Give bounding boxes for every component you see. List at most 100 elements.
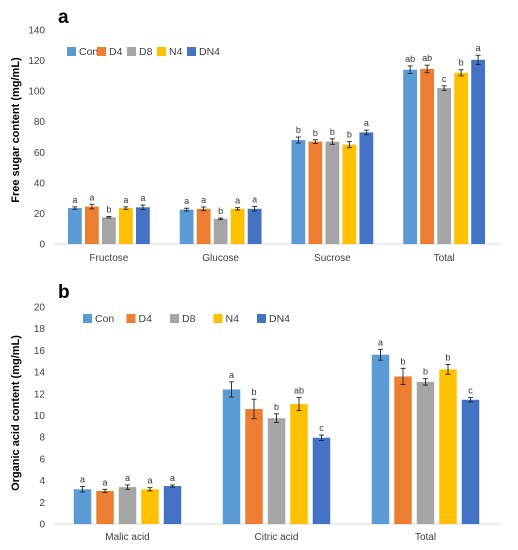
panel-a-significance-letter: ab: [405, 54, 415, 64]
panel-a-bar-dn4-sucrose: [359, 132, 374, 244]
panel-b-y-tick-label: 18: [34, 324, 46, 335]
panel-a-y-tick-label: 40: [34, 178, 46, 189]
panel-a-bar-dn4-glucose: [247, 208, 262, 244]
panel-a-bar-n4-total: [454, 72, 469, 244]
panel-a-bar-con-sucrose: [291, 140, 306, 244]
panel-a-legend-label-d4: D4: [109, 46, 123, 58]
panel-a-category-label-sucrose: Sucrose: [314, 253, 351, 264]
panel-b-y-tick-label: 16: [34, 346, 46, 357]
panel-a-y-tick-label: 60: [34, 148, 46, 159]
panel-a-significance-letter: b: [106, 204, 111, 214]
panel-b-category-label-malic-acid: Malic acid: [105, 532, 149, 543]
panel-b-significance-letter: a: [102, 477, 107, 487]
panel-b-bar-n4-total: [439, 369, 457, 524]
panel-a-legend-swatch-d8: [127, 47, 136, 56]
panel-a-significance-letter: b: [296, 125, 301, 135]
panel-a-bar-d4-total: [420, 68, 435, 244]
panel-b-category-label-citric-acid: Citric acid: [255, 532, 299, 543]
panel-a-significance-letter: b: [330, 127, 335, 137]
panel-b-bar-con-malic-acid: [73, 489, 92, 524]
panel-b-legend-label-con: Con: [95, 313, 114, 325]
panel-b-bar-d8-citric-acid: [267, 418, 286, 524]
panel-a-significance-letter: a: [140, 193, 145, 203]
panel-a-legend-label-d8: D8: [139, 46, 153, 58]
panel-b-significance-letter: c: [319, 423, 324, 433]
panel-b-legend-label-dn4: DN4: [269, 313, 290, 325]
panel-a-significance-letter: b: [313, 128, 318, 138]
panel-b-significance-letter: b: [274, 402, 279, 412]
panel-b-y-tick-label: 4: [39, 476, 45, 487]
panel-a-bar-d8-sucrose: [325, 141, 340, 244]
panel-a-bar-n4-glucose: [230, 208, 245, 244]
panel-a-significance-letter: b: [459, 58, 464, 68]
panel-b-bar-con-citric-acid: [222, 389, 241, 524]
panel-b-legend: Con D4 D8 N4 DN4: [83, 313, 290, 325]
panel-b-bar-d4-malic-acid: [96, 490, 114, 524]
panel-a-y-tick-label: 140: [28, 26, 45, 37]
panel-a-y-tick-label: 0: [39, 240, 45, 251]
panel-a-legend: Con D4 D8 N4 DN4: [67, 46, 220, 58]
panel-b-y-tick-label: 10: [34, 411, 46, 422]
panel-a-legend-label-con: Con: [79, 46, 98, 58]
panel-a-bar-d4-glucose: [196, 208, 211, 244]
panel-b-legend-label-n4: N4: [226, 313, 240, 325]
panel-a-bar-d8-fructose: [101, 217, 116, 244]
panel-b-y-tick-label: 12: [34, 389, 46, 400]
panel-a-bar-dn4-total: [471, 59, 486, 244]
panel-b-bar-d4-citric-acid: [245, 408, 263, 524]
panel-b-bar-dn4-total: [461, 399, 480, 524]
panel-b-significance-letter: a: [80, 475, 85, 485]
panel-b-bar-con-total: [371, 354, 390, 524]
panel-a-letter: a: [58, 7, 69, 28]
panel-a-legend-label-n4: N4: [169, 46, 183, 58]
panel-a-significance-letter: b: [347, 130, 352, 140]
panel-a-legend-swatch-n4: [157, 47, 166, 56]
panel-a-category-label-fructose: Fructose: [89, 253, 128, 264]
panel-a-significance-letter: a: [476, 43, 481, 53]
panel-b-legend-swatch-d8: [170, 314, 179, 323]
panel-a-y-tick-label: 80: [34, 117, 46, 128]
panel-a-bar-d4-sucrose: [308, 141, 323, 244]
panel-b-y-tick-label: 6: [39, 454, 45, 465]
panel-a-bar-n4-fructose: [118, 208, 133, 244]
panel-b-letter: b: [58, 282, 70, 303]
panel-b-legend-swatch-dn4: [257, 314, 266, 323]
panel-a-significance-letter: a: [72, 195, 77, 205]
panel-b-significance-letter: ab: [294, 386, 304, 396]
panel-b-significance-letter: a: [170, 473, 175, 483]
panel-a-significance-letter: a: [252, 195, 257, 205]
panel-b-bar-n4-malic-acid: [141, 489, 159, 524]
panel-a-bar-n4-sucrose: [342, 144, 357, 244]
panel-a-y-axis-label: Free sugar content (mg/mL): [10, 57, 22, 203]
panel-a-y-tick-label: 100: [28, 87, 45, 98]
panel-b-y-tick-label: 14: [34, 368, 46, 379]
panel-b-significance-letter: a: [229, 370, 234, 380]
panel-b-bar-n4-citric-acid: [290, 404, 308, 524]
panel-b-bar-d4-total: [394, 376, 412, 524]
panel-a-bar-d4-fructose: [84, 206, 99, 244]
panel-a-significance-letter: a: [364, 118, 369, 128]
panel-a-category-label-total: Total: [434, 253, 455, 264]
panel-b-y-axis-label: Organic acid content (mg/mL): [10, 335, 22, 491]
panel-a-legend-swatch-d4: [97, 47, 106, 56]
panel-a-legend-swatch-con: [67, 47, 76, 56]
panel-b-category-label-total: Total: [415, 532, 436, 543]
panel-b-legend-label-d4: D4: [139, 313, 153, 325]
panel-b-y-tick-label: 0: [39, 520, 45, 531]
panel-b-bar-d8-malic-acid: [118, 487, 137, 524]
panel-b-significance-letter: b: [445, 353, 450, 363]
panel-b-significance-letter: a: [125, 473, 130, 483]
panel-a-significance-letter: a: [235, 196, 240, 206]
panel-a-bar-con-glucose: [179, 209, 194, 244]
panel-b-significance-letter: a: [147, 476, 152, 486]
panel-a-y-tick-label: 20: [34, 209, 46, 220]
panel-a-bar-d8-total: [437, 88, 452, 244]
panel-b-significance-letter: b: [400, 356, 405, 366]
panel-a-bar-con-total: [403, 69, 418, 244]
panel-b-significance-letter: a: [378, 337, 383, 347]
panel-b-significance-letter: c: [468, 386, 473, 396]
panel-b-chart: b Organic acid content (mg/mL) 0 2 4 6 8 10 12…: [10, 282, 500, 543]
panel-b-legend-swatch-n4: [213, 314, 223, 323]
panel-a-significance-letter: ab: [422, 53, 432, 63]
